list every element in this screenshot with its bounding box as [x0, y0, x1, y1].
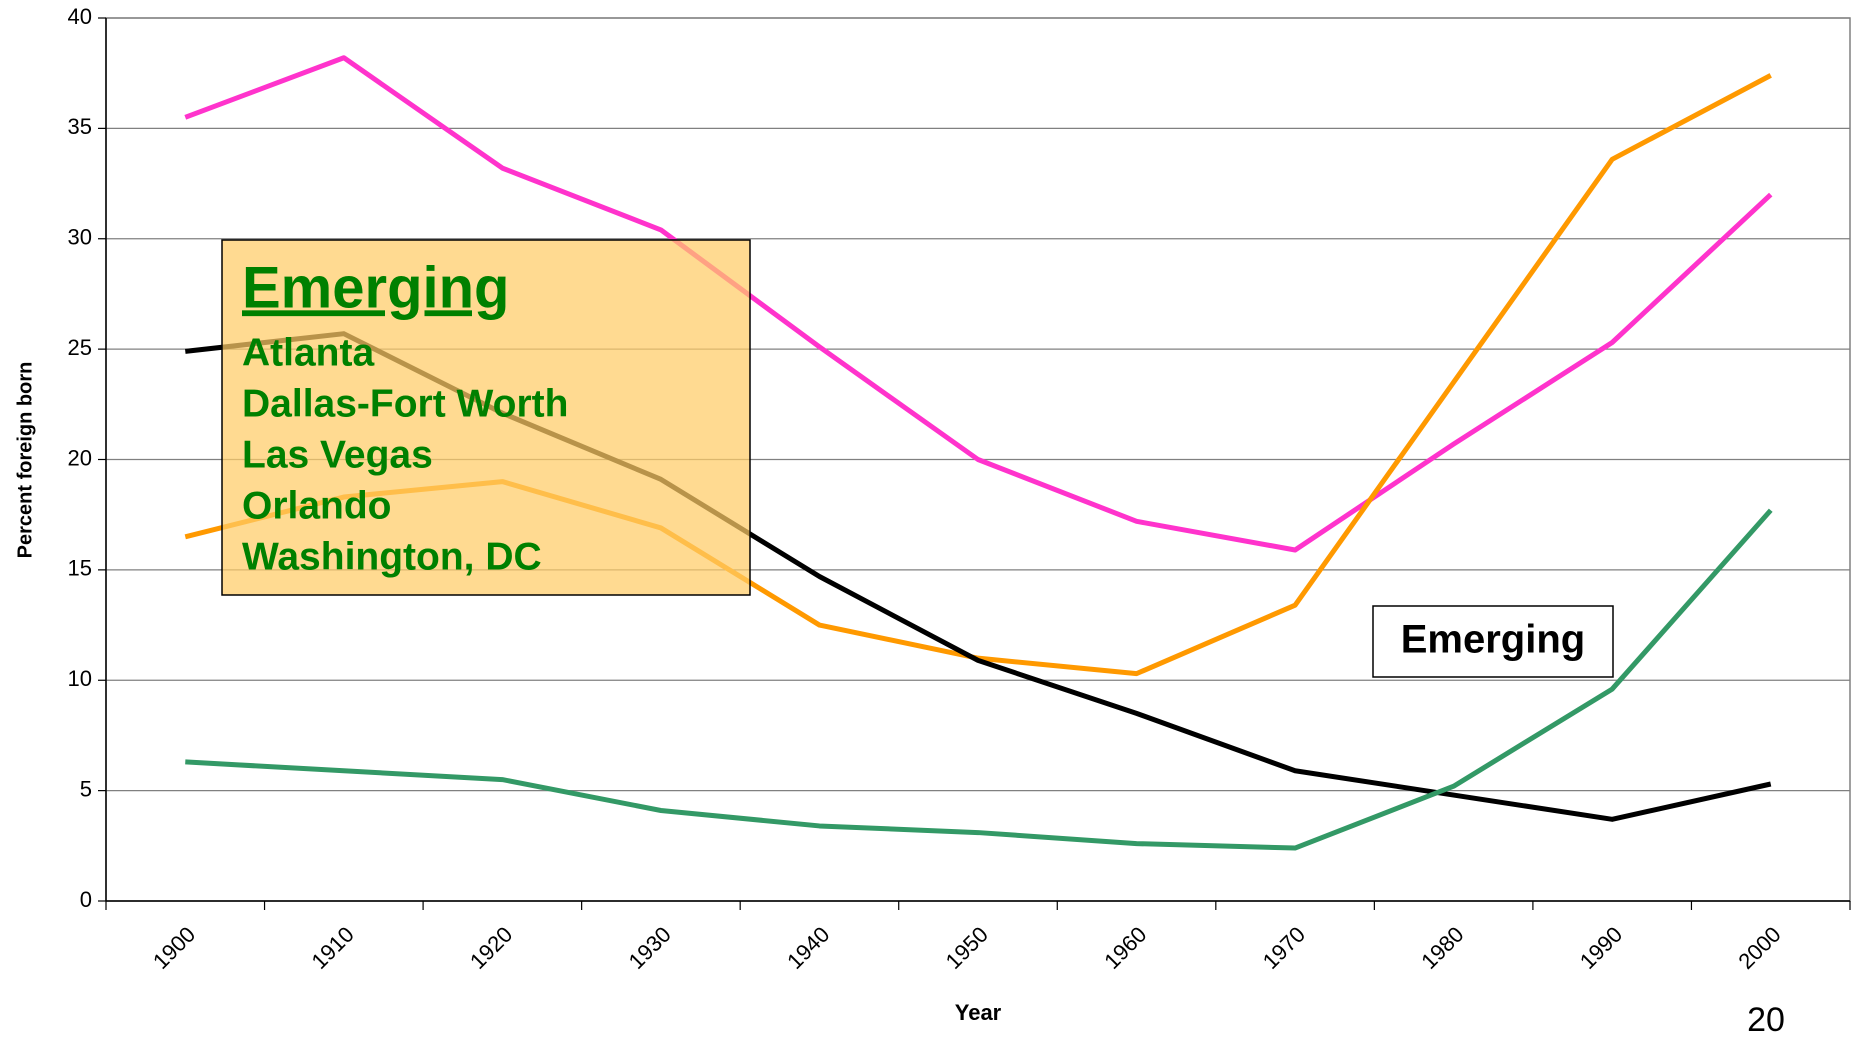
x-tick-label: 1930 [624, 922, 676, 974]
x-tick-label: 1960 [1099, 922, 1151, 974]
y-tick-label: 5 [80, 776, 92, 801]
y-tick-label: 35 [68, 114, 92, 139]
annotation-title: Emerging [242, 255, 510, 320]
annotation-box [221, 239, 751, 596]
y-tick-label: 0 [80, 887, 92, 912]
annotation-line: Dallas-Fort Worth [242, 382, 568, 425]
x-axis-label: Year [955, 1000, 1002, 1025]
annotation-line: Washington, DC [242, 535, 542, 578]
y-axis-label: Percent foreign born [14, 362, 36, 559]
x-tick-label: 2000 [1733, 922, 1785, 974]
series-line [184, 55, 1773, 553]
x-tick-label: 1910 [306, 922, 358, 974]
y-tick-label: 30 [68, 225, 92, 250]
series-line [185, 508, 1773, 851]
x-tick-label: 1990 [1575, 922, 1627, 974]
y-tick-label: 20 [68, 445, 92, 470]
y-tick-label: 40 [68, 4, 92, 29]
annotation-box [1372, 605, 1614, 678]
annotation-line: Atlanta [242, 331, 374, 374]
y-tick-label: 25 [68, 335, 92, 360]
y-tick-label: 15 [68, 556, 92, 581]
annotation-line: Las Vegas [242, 433, 433, 476]
x-tick-label: 1920 [465, 922, 517, 974]
annotation-text: Emerging [1401, 618, 1585, 662]
x-tick-label: 1970 [1258, 922, 1310, 974]
page-number: 20 [1747, 1001, 1785, 1039]
x-tick-label: 1900 [148, 922, 200, 974]
annotation-line: Orlando [242, 484, 392, 527]
x-tick-label: 1950 [941, 922, 993, 974]
x-tick-label: 1980 [1416, 922, 1468, 974]
x-tick-label: 1940 [782, 922, 834, 974]
y-tick-label: 10 [68, 666, 92, 691]
